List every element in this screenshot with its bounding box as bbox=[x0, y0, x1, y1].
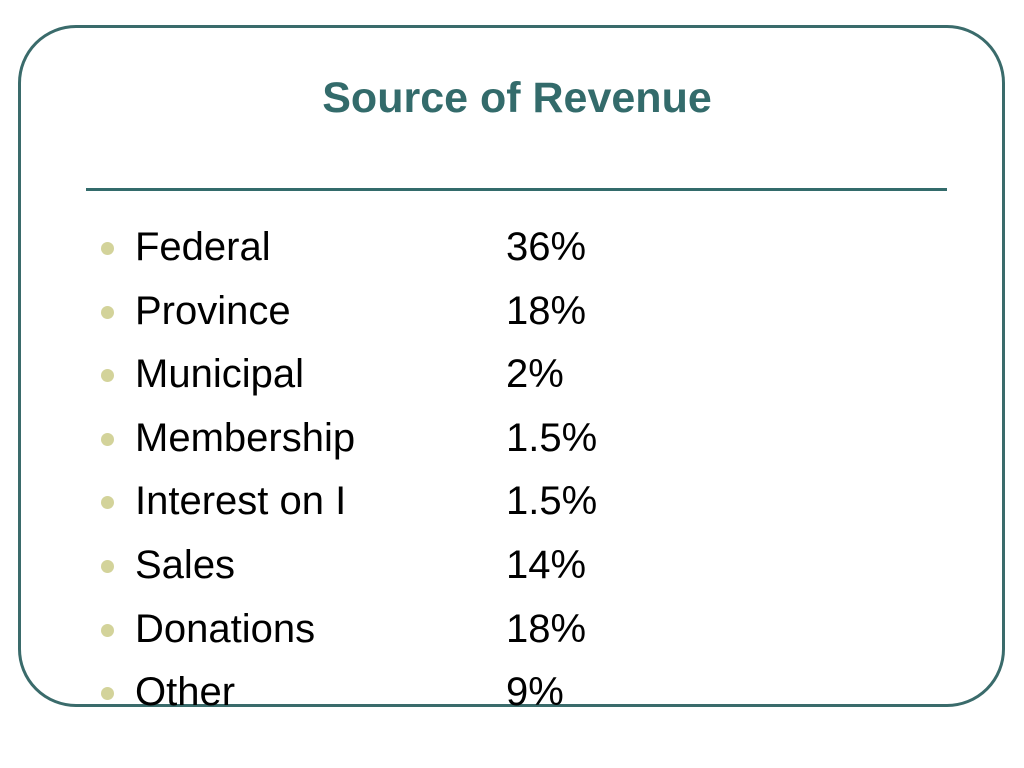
item-value: 14% bbox=[506, 542, 587, 587]
item-value: 1.5% bbox=[506, 479, 598, 524]
item-label: Sales bbox=[135, 542, 236, 587]
bullet-icon bbox=[101, 687, 114, 701]
item-label: Municipal bbox=[135, 352, 304, 397]
item-value: 18% bbox=[506, 606, 587, 651]
list-item: Federal 36% bbox=[0, 216, 1024, 280]
title-divider bbox=[86, 188, 947, 191]
bullet-icon bbox=[101, 305, 114, 319]
list-item: Municipal 2% bbox=[0, 343, 1024, 407]
list-item: Province 18% bbox=[0, 280, 1024, 344]
bullet-icon bbox=[101, 623, 114, 637]
bullet-icon bbox=[101, 432, 114, 446]
item-value: 2% bbox=[506, 352, 564, 397]
revenue-list: Federal 36% Province 18% Municipal 2% Me… bbox=[0, 216, 1024, 725]
item-label: Federal bbox=[135, 225, 271, 269]
item-value: 1.5% bbox=[506, 415, 598, 460]
item-value: 18% bbox=[506, 288, 587, 333]
list-item: Membership 1.5% bbox=[0, 407, 1024, 471]
item-label: Other bbox=[135, 670, 236, 715]
item-label: Membership bbox=[135, 415, 356, 460]
item-value: 36% bbox=[506, 225, 587, 269]
slide-frame bbox=[18, 25, 1005, 707]
item-label: Province bbox=[135, 288, 291, 333]
bullet-icon bbox=[101, 242, 114, 255]
list-item: Interest on I 1.5% bbox=[0, 470, 1024, 534]
item-label: Donations bbox=[135, 606, 316, 651]
item-label: Interest on I bbox=[135, 479, 347, 524]
bullet-icon bbox=[101, 496, 114, 510]
slide-title: Source of Revenue bbox=[322, 74, 712, 122]
bullet-icon bbox=[101, 369, 114, 383]
list-item: Donations 18% bbox=[0, 598, 1024, 662]
list-item: Sales 14% bbox=[0, 534, 1024, 598]
item-value: 9% bbox=[506, 670, 564, 715]
list-item: Other 9% bbox=[0, 661, 1024, 725]
bullet-icon bbox=[101, 559, 114, 573]
